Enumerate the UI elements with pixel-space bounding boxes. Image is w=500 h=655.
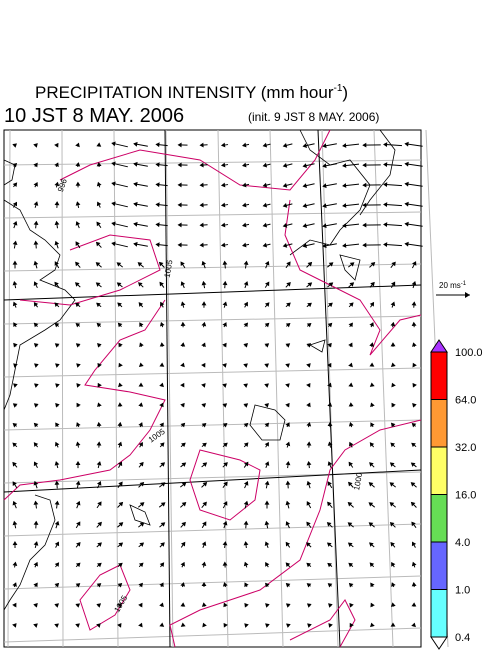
colorbar-label: 64.0: [455, 395, 476, 407]
colorbar-under: [431, 637, 447, 649]
colorbar-over: [431, 340, 447, 352]
init-time: (init. 9 JST 8 MAY. 2006): [248, 110, 379, 124]
colorbar-label: 100.0: [455, 347, 483, 359]
title: PRECIPITATION INTENSITY (mm hour-1): [35, 83, 348, 102]
colorbar-segment: [431, 352, 447, 400]
colorbar-segment: [431, 495, 447, 543]
colorbar-segment: [431, 590, 447, 638]
colorbar-label: 4.0: [455, 537, 470, 549]
colorbar-label: 1.0: [455, 585, 470, 597]
colorbar-segment: [431, 400, 447, 448]
colorbar-label: 0.4: [455, 632, 470, 644]
scale-arrowhead: [465, 292, 470, 298]
colorbar-segment: [431, 542, 447, 590]
colorbar-label: 32.0: [455, 442, 476, 454]
colorbar-label: 16.0: [455, 490, 476, 502]
valid-time: 10 JST 8 MAY. 2006: [4, 105, 184, 127]
scale-label: 20 ms-1: [439, 281, 467, 290]
colorbar-segment: [431, 447, 447, 495]
wind-scale: 20 ms-1: [436, 281, 470, 298]
map-frame: [4, 130, 421, 647]
map: 1005 1005 1000 1005 996: [4, 130, 448, 647]
colorbar: 100.0 64.0 32.0 16.0 4.0 1.0 0.4: [431, 340, 483, 649]
